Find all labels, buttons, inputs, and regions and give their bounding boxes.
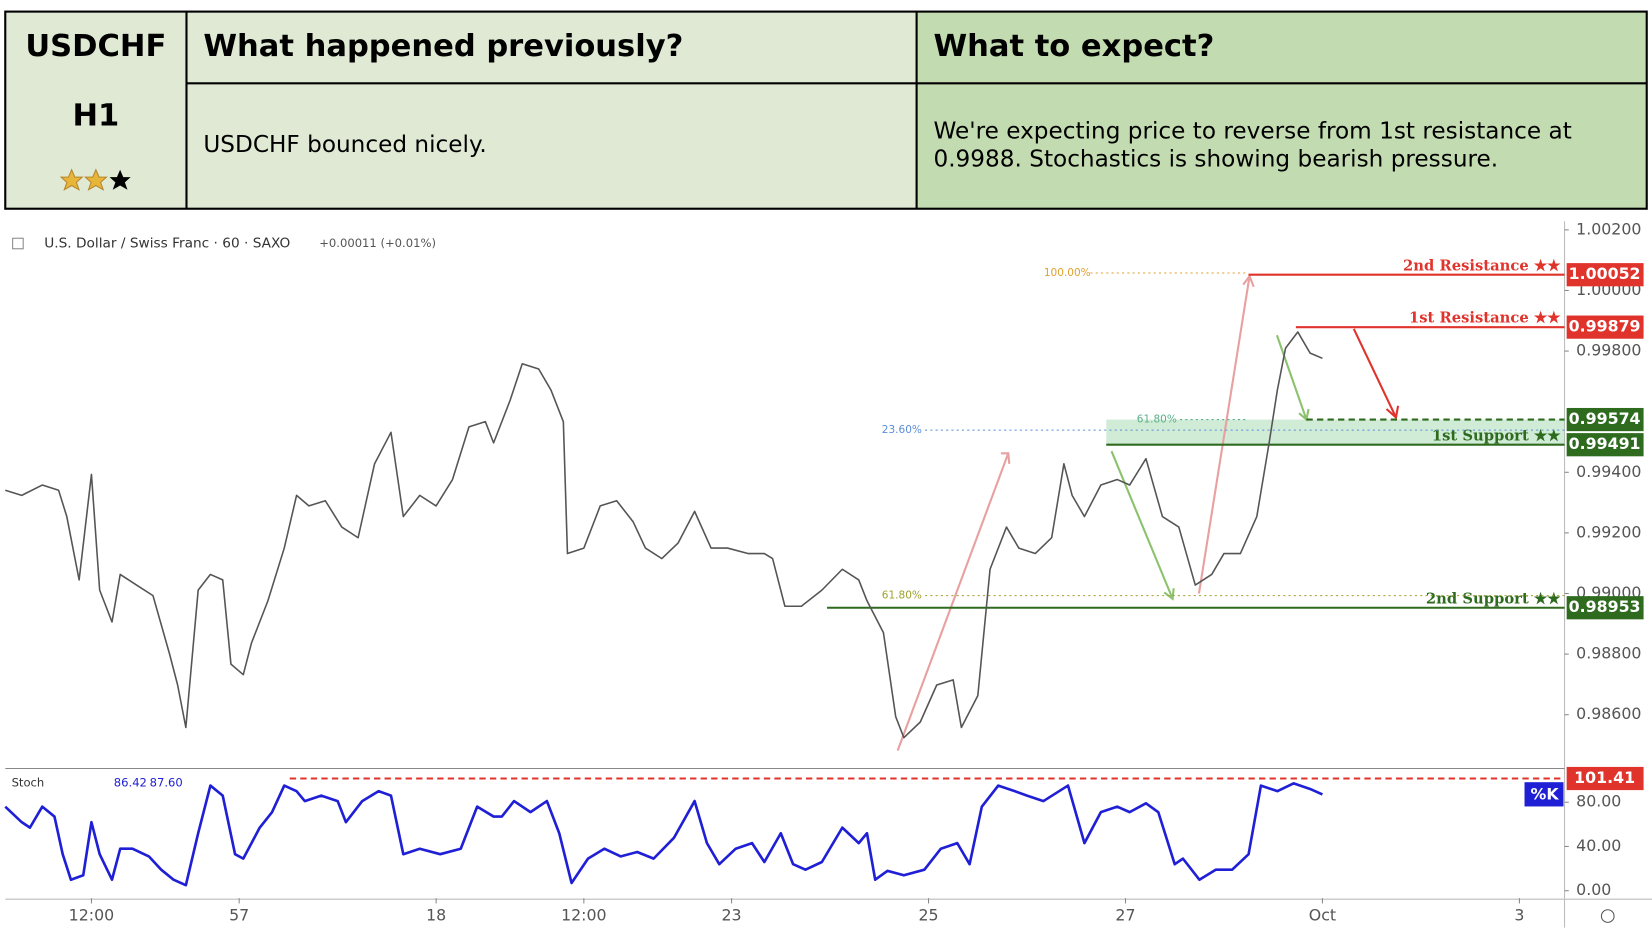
y-tick-label: 1.00200 [1576,219,1641,238]
trend-arrow [1110,450,1175,601]
previous-text: USDCHF bounced nicely. [203,131,486,158]
level-box [1566,596,1644,620]
previous-title: What happened previously? [203,29,683,64]
collapse-icon [12,237,24,250]
cell [186,11,917,209]
level-label: 1st Resistance ★★ [1409,310,1561,327]
level-box [1566,407,1644,432]
star [109,169,131,190]
y-tick-label: 80.00 [1576,792,1621,811]
x-tick-label: 57 [229,906,249,925]
header-table: USDCHF H1 What happened previously? USDC… [4,10,1648,210]
y-tick-label: 0.00 [1576,880,1611,899]
x-tick-label: Oct [1309,906,1336,925]
expect-text: 0.9988. Stochastics is showing bearish p… [933,146,1498,173]
drawings [896,274,1400,751]
level-box [1566,315,1644,339]
settings-icon[interactable] [1600,909,1615,923]
series-line [5,331,1323,739]
x-tick-label: 25 [918,906,938,925]
table-border [4,10,1648,210]
stoch-title: Stoch [12,776,45,790]
level-box [1566,766,1644,791]
fib-label: 61.80% [882,590,922,602]
level-value: 101.41 [1574,768,1635,787]
x-tick-label: 12:00 [561,906,607,925]
x-tick-label: 12:00 [69,906,115,925]
timeframe: H1 [72,99,119,134]
legend-box [1524,782,1564,807]
star [59,168,84,191]
level-label: 2nd Resistance ★★ [1403,257,1561,274]
x-tick-label: 3 [1514,906,1524,925]
fib-zone [1106,419,1565,444]
level-value: 0.99574 [1569,409,1641,428]
y-tick-label: 0.99400 [1576,462,1641,481]
level-value: 0.98953 [1569,597,1641,616]
y-tick-label: 0.99800 [1576,341,1641,360]
series-line [4,782,1323,887]
fib-label: 61.80% [1137,414,1177,426]
fib-label: 100.00% [1044,267,1091,279]
x-tick-label: 27 [1115,906,1135,925]
rating-stars [59,168,131,191]
cell [916,11,1647,209]
level-value: 0.99491 [1569,434,1641,453]
stoch-value: 86.42 [114,776,147,790]
level-value: 1.00052 [1569,264,1641,283]
level-label: 1st Support ★★ [1432,427,1561,444]
level-box [1566,433,1644,457]
trend-arrow [1275,334,1310,422]
y-tick-label: 0.98800 [1576,644,1641,663]
level-value: 0.99879 [1569,317,1641,336]
price-change: +0.00011 (+0.01%) [319,236,436,250]
stoch-value: 87.60 [150,776,183,790]
level-box [1566,263,1644,287]
chart-title: U.S. Dollar / Swiss Franc · 60 · SAXO [44,236,290,252]
chart-frame: U.S. Dollar / Swiss Franc · 60 · SAXO +0… [5,221,1652,928]
y-tick-label: 0.98600 [1576,704,1641,723]
expect-text: We're expecting price to reverse from 1s… [933,117,1571,144]
trend-arrow [896,452,1011,751]
x-tick-label: 23 [722,906,742,925]
trend-arrow [1352,328,1400,420]
fib-label: 23.60% [882,424,922,436]
y-tick-label: 0.99200 [1576,522,1641,541]
legend-label: %K [1531,784,1560,803]
trend-arrow [1197,274,1255,594]
star [83,168,108,191]
x-tick-label: 18 [426,906,446,925]
expect-title: What to expect? [933,29,1214,64]
pair: USDCHF [25,29,166,64]
level-label: 2nd Support ★★ [1426,590,1561,607]
y-tick-label: 40.00 [1576,836,1621,855]
